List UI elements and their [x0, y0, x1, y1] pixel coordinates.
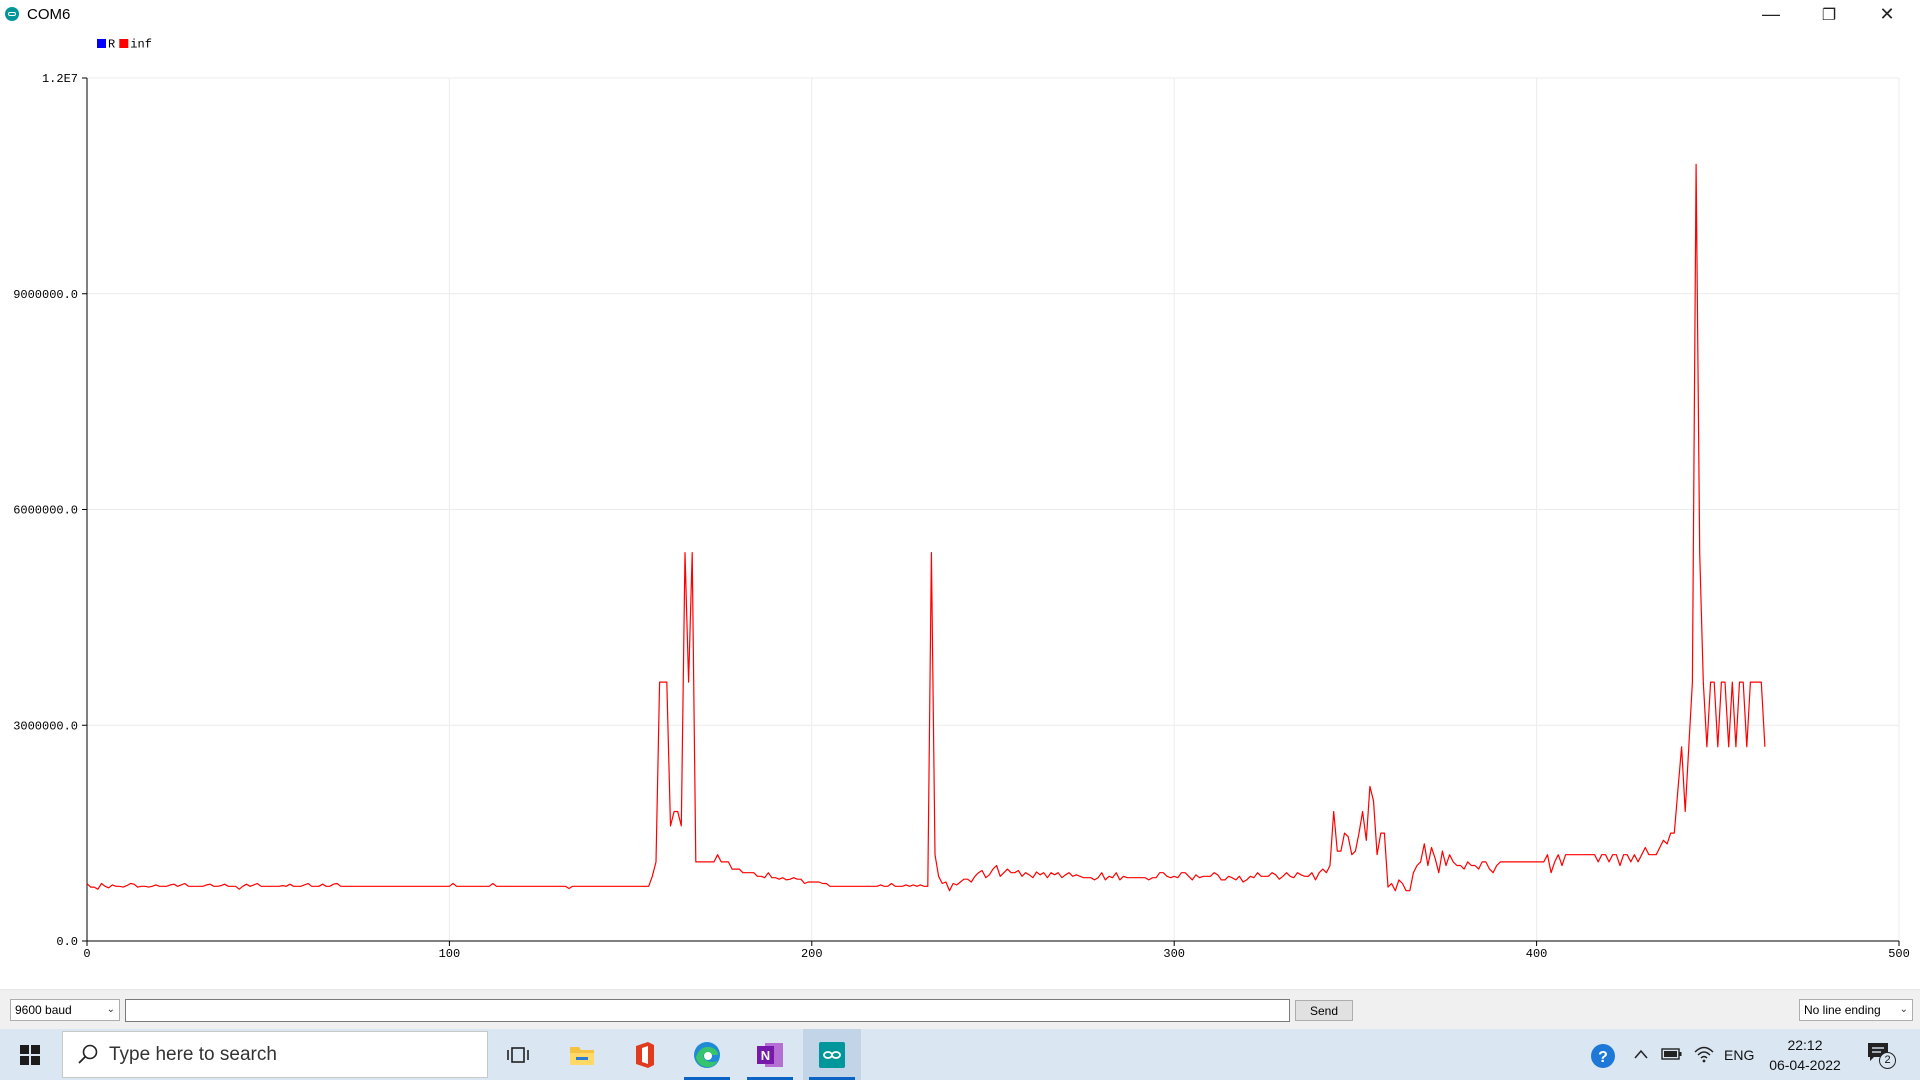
x-tick-label: 200: [801, 947, 823, 961]
title-bar: COM6 — ❐ ✕: [0, 0, 1920, 29]
svg-text:N: N: [761, 1048, 770, 1063]
edge-browser-icon: [694, 1041, 720, 1068]
legend-swatch-0: [97, 39, 106, 48]
window-title: COM6: [27, 6, 71, 23]
office-icon: [636, 1041, 654, 1068]
start-button[interactable]: [0, 1029, 60, 1080]
y-tick-label: 9000000.0: [13, 288, 78, 302]
search-placeholder: Type here to search: [109, 1044, 277, 1065]
taskbar-file-explorer[interactable]: [553, 1029, 611, 1080]
taskbar-edge[interactable]: [678, 1029, 736, 1080]
chart-grid: [87, 77, 1900, 941]
windows-logo-icon: [20, 1044, 40, 1065]
chart-axes: 0 100 200 300 400 500 0.0 3000000.0 6000000.0 900…: [13, 72, 1910, 961]
serial-send-input[interactable]: [125, 999, 1290, 1022]
series-line-inf: [86, 163, 1766, 892]
minimize-button[interactable]: —: [1762, 4, 1780, 24]
arduino-icon: [5, 7, 19, 21]
clock-time: 22:12: [1787, 1037, 1823, 1053]
wifi-icon[interactable]: [1693, 1043, 1715, 1063]
maximize-button[interactable]: ❐: [1821, 6, 1837, 24]
help-icon[interactable]: ?: [1590, 1043, 1616, 1069]
legend-label-1: inf: [130, 38, 152, 52]
y-tick-label: 6000000.0: [13, 504, 78, 518]
x-tick-label: 500: [1888, 947, 1910, 961]
taskbar-office[interactable]: [616, 1029, 674, 1080]
folder-icon: [570, 1046, 594, 1065]
baud-rate-value: 9600 baud: [15, 1003, 72, 1017]
chevron-up-icon[interactable]: [1633, 1047, 1649, 1061]
svg-text:?: ?: [1598, 1049, 1608, 1066]
y-tick-label: 1.2E7: [42, 72, 78, 86]
notification-count-badge: 2: [1879, 1052, 1896, 1069]
x-tick-label: 100: [439, 947, 461, 961]
line-ending-select[interactable]: No line ending ⌄: [1799, 999, 1913, 1021]
chevron-down-icon: ⌄: [1899, 1004, 1908, 1015]
serial-control-bar: 9600 baud ⌄ Send No line ending ⌄: [0, 989, 1920, 1030]
onenote-icon: N: [757, 1042, 783, 1067]
chart-series: [86, 163, 1766, 892]
y-tick-label: 3000000.0: [13, 719, 78, 733]
legend-swatch-1: [119, 39, 129, 48]
task-view-button[interactable]: [490, 1029, 548, 1080]
taskbar-search-box[interactable]: Type here to search: [62, 1031, 488, 1078]
taskbar-onenote[interactable]: N: [741, 1029, 799, 1080]
legend-label-0: R: [108, 38, 115, 52]
battery-icon[interactable]: [1661, 1047, 1683, 1061]
task-view-icon: [507, 1046, 529, 1063]
search-icon: [78, 1044, 98, 1064]
clock-date: 06-04-2022: [1769, 1057, 1841, 1073]
notification-center-button[interactable]: 2: [1866, 1041, 1896, 1069]
language-indicator[interactable]: ENG: [1724, 1047, 1755, 1063]
send-button[interactable]: Send: [1295, 1000, 1353, 1021]
baud-rate-select[interactable]: 9600 baud ⌄: [10, 999, 120, 1021]
taskbar-clock[interactable]: 22:12 06-04-2022: [1760, 1035, 1850, 1075]
taskbar-arduino[interactable]: [803, 1029, 861, 1080]
windows-taskbar: Type here to search N: [0, 1029, 1920, 1080]
close-button[interactable]: ✕: [1879, 4, 1895, 24]
line-ending-value: No line ending: [1804, 1003, 1881, 1017]
x-tick-label: 400: [1526, 947, 1548, 961]
y-tick-label: 0.0: [56, 935, 78, 949]
x-tick-label: 0: [83, 947, 90, 961]
arduino-app-icon: [819, 1041, 845, 1068]
x-tick-label: 300: [1163, 947, 1185, 961]
chevron-down-icon: ⌄: [106, 1004, 115, 1015]
